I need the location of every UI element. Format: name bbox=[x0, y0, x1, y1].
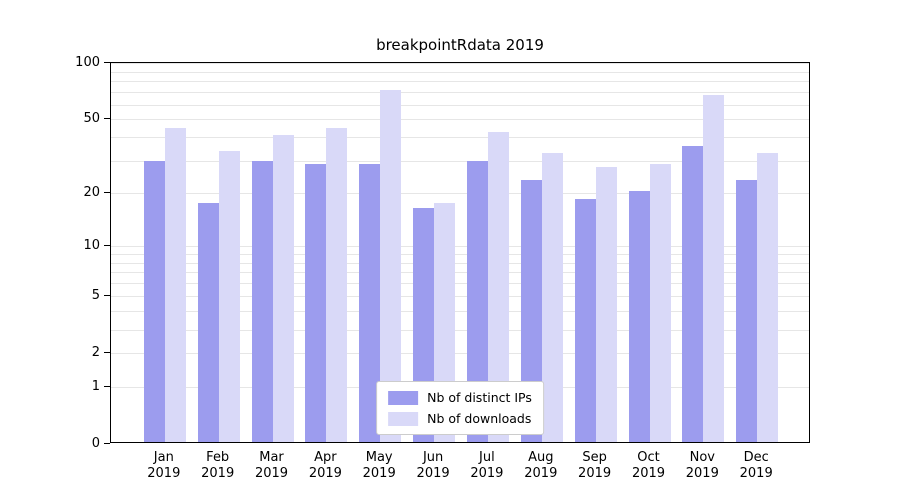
gridline-60 bbox=[111, 104, 809, 106]
gridline-80 bbox=[111, 81, 809, 83]
x-tick-label-sep: Sep 2019 bbox=[578, 450, 612, 481]
gridline-4 bbox=[111, 311, 809, 313]
legend-label-distinct-ips: Nb of distinct IPs bbox=[427, 390, 532, 405]
gridline-2 bbox=[111, 353, 809, 355]
bar-downloads-jan bbox=[164, 127, 186, 442]
bar-distinct-ips-mar bbox=[251, 161, 273, 442]
x-tick-label-apr: Apr 2019 bbox=[308, 450, 342, 481]
legend-item-distinct-ips: Nb of distinct IPs bbox=[388, 390, 532, 405]
x-tick-label-dec: Dec 2019 bbox=[739, 450, 773, 481]
y-tick-label-1: 1 bbox=[91, 378, 100, 394]
bar-downloads-nov bbox=[703, 94, 725, 442]
bar-distinct-ips-nov bbox=[682, 146, 704, 442]
legend: Nb of distinct IPs Nb of downloads bbox=[376, 381, 544, 435]
bar-distinct-ips-apr bbox=[305, 164, 327, 442]
bar-downloads-dec bbox=[757, 153, 779, 442]
bar-distinct-ips-feb bbox=[197, 203, 219, 442]
legend-label-downloads: Nb of downloads bbox=[427, 411, 532, 426]
bar-distinct-ips-sep bbox=[574, 198, 596, 442]
y-tick-mark-2 bbox=[104, 352, 110, 354]
legend-item-downloads: Nb of downloads bbox=[388, 411, 532, 426]
y-tick-mark-10 bbox=[104, 245, 110, 246]
y-tick-label-10: 10 bbox=[83, 238, 100, 253]
gridline-70 bbox=[111, 92, 809, 94]
gridline-40 bbox=[111, 137, 809, 139]
gridline-5 bbox=[111, 296, 809, 298]
y-tick-label-100: 100 bbox=[75, 55, 100, 70]
bar-downloads-may bbox=[380, 90, 402, 442]
x-tick-label-jan: Jan 2019 bbox=[147, 450, 181, 481]
gridline-7 bbox=[111, 272, 809, 274]
bar-distinct-ips-dec bbox=[736, 179, 758, 442]
bar-distinct-ips-may bbox=[359, 164, 381, 442]
y-tick-label-0: 0 bbox=[91, 436, 100, 451]
gridline-9 bbox=[111, 253, 809, 255]
bar-downloads-mar bbox=[272, 135, 294, 442]
gridline-20 bbox=[111, 192, 809, 194]
x-tick-label-may: May 2019 bbox=[362, 450, 396, 481]
bar-distinct-ips-jan bbox=[143, 161, 165, 442]
gridline-100 bbox=[111, 63, 809, 64]
bar-downloads-sep bbox=[595, 166, 617, 442]
bar-downloads-jul bbox=[487, 131, 509, 442]
x-tick-label-mar: Mar 2019 bbox=[254, 450, 289, 481]
legend-swatch-downloads bbox=[388, 411, 419, 426]
gridline-50 bbox=[111, 119, 809, 121]
x-tick-label-nov: Nov 2019 bbox=[685, 450, 719, 481]
bar-distinct-ips-oct bbox=[628, 190, 650, 442]
x-tick-label-oct: Oct 2019 bbox=[631, 450, 666, 481]
y-tick-mark-0 bbox=[104, 443, 110, 444]
gridline-3 bbox=[111, 329, 809, 331]
x-tick-label-jul: Jul 2019 bbox=[470, 450, 504, 481]
gridline-8 bbox=[111, 262, 809, 264]
gridline-90 bbox=[111, 71, 809, 73]
bar-downloads-aug bbox=[541, 153, 563, 442]
gridline-6 bbox=[111, 283, 809, 285]
bar-distinct-ips-aug bbox=[520, 179, 542, 442]
y-tick-mark-50 bbox=[104, 118, 110, 120]
y-tick-label-2: 2 bbox=[91, 345, 100, 361]
y-tick-label-50: 50 bbox=[83, 111, 100, 127]
y-tick-mark-5 bbox=[104, 295, 110, 297]
y-tick-mark-100 bbox=[104, 62, 110, 63]
legend-swatch-distinct-ips bbox=[388, 390, 419, 405]
y-tick-mark-1 bbox=[104, 385, 110, 387]
gridline-10 bbox=[111, 246, 809, 247]
x-tick-label-jun: Jun 2019 bbox=[416, 450, 450, 481]
plot-area: Nb of distinct IPs Nb of downloads bbox=[110, 62, 810, 443]
x-tick-label-feb: Feb 2019 bbox=[201, 450, 235, 481]
chart-title: breakpointRdata 2019 bbox=[376, 36, 544, 54]
bar-downloads-apr bbox=[326, 127, 348, 442]
x-tick-label-aug: Aug 2019 bbox=[524, 450, 558, 481]
bar-downloads-oct bbox=[649, 164, 671, 442]
bar-downloads-feb bbox=[218, 150, 240, 442]
bar-distinct-ips-jul bbox=[466, 161, 488, 442]
y-tick-label-20: 20 bbox=[83, 184, 100, 200]
y-tick-label-5: 5 bbox=[91, 288, 100, 304]
y-tick-mark-20 bbox=[104, 191, 110, 193]
gridline-30 bbox=[111, 160, 809, 162]
